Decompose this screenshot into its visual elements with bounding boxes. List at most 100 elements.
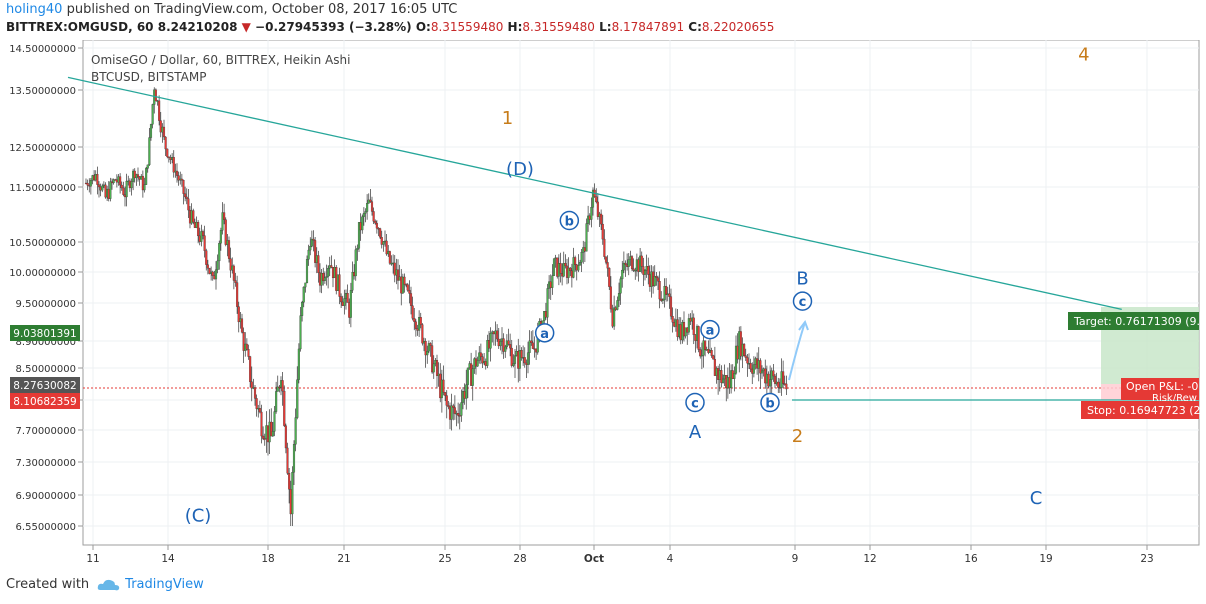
price-tag [10, 377, 80, 393]
candle-body [627, 259, 630, 267]
candle-body [253, 387, 257, 399]
wave-label: b [565, 215, 574, 230]
tradingview-brand[interactable]: TradingView [97, 577, 204, 592]
price-axis[interactable]: 14.50000000 13.50000000 12.50000000 11.5000… [9, 44, 83, 533]
candle-body [528, 340, 531, 353]
wave-label: A [689, 422, 702, 443]
trendline [67, 76, 1122, 310]
author-name[interactable]: holing40 [6, 2, 63, 17]
candle-body [734, 345, 738, 374]
candle-body [504, 346, 507, 352]
candle-body [197, 222, 200, 237]
candle-body [457, 413, 460, 416]
candle-body [567, 267, 570, 278]
candle-body [312, 238, 315, 241]
candle-body [413, 318, 416, 322]
candle-body [512, 363, 515, 366]
candle-body [166, 148, 169, 157]
candle-body [665, 286, 668, 295]
candle-body [551, 275, 554, 288]
candle-body [216, 260, 219, 270]
candle-body [619, 278, 622, 294]
position-tool[interactable]: Target: 0.76171309 (9.20% Open P&L: -0.0… [792, 307, 1206, 419]
candle-body [141, 175, 144, 191]
time-axis[interactable]: 11 14 18 21 25 28 Oct 4 9 12 16 19 23 [83, 544, 1199, 565]
candle-body [661, 299, 664, 301]
target-badge[interactable] [1068, 312, 1199, 330]
candle-body [351, 272, 354, 291]
candle-body [375, 222, 378, 229]
projection-arrow [788, 321, 806, 381]
candle-body [489, 333, 492, 349]
candle-body [704, 340, 707, 351]
y-tick-label: 12.50000000 [9, 143, 76, 154]
price-tag [10, 325, 80, 341]
close-label: C: [688, 20, 702, 34]
candle-body [357, 222, 361, 249]
legend-title: OmiseGO / Dollar, 60, BITTREX, Heikin As… [91, 53, 350, 67]
candle-body [281, 380, 284, 392]
candle-body [699, 349, 702, 357]
candle-body [299, 315, 302, 350]
candle-body [687, 318, 690, 333]
price-tag-label: 8.10682359 [13, 396, 76, 408]
open-label: O: [415, 20, 431, 34]
candle-body [388, 251, 391, 264]
candle-body [502, 338, 505, 352]
x-tick-label: 25 [438, 553, 451, 565]
chart-frame [82, 40, 1200, 546]
created-with-label: Created with [6, 577, 90, 592]
open-value: 8.31559480 [430, 20, 504, 34]
candle-body [182, 179, 185, 194]
candle-body [424, 341, 427, 356]
candle-body [145, 168, 148, 185]
candle-body [119, 176, 122, 186]
candle-body [622, 262, 625, 271]
x-tick-label: 19 [1039, 553, 1052, 565]
candle-body [585, 223, 588, 252]
candle-body [411, 305, 414, 319]
candle-body [164, 136, 167, 150]
candle-body [192, 210, 195, 223]
candle-body [302, 286, 305, 303]
footer: Created with TradingView [6, 577, 204, 592]
candle-body [507, 340, 510, 345]
candle-body [148, 137, 151, 166]
pnl-badge[interactable] [1121, 378, 1199, 400]
stop-badge[interactable] [1081, 401, 1199, 419]
candle-body [431, 345, 434, 373]
candle-body [510, 347, 513, 366]
y-tick-label: 13.50000000 [9, 86, 76, 97]
candle-body [223, 212, 226, 220]
candle-body [569, 267, 572, 271]
candle-body [606, 262, 609, 269]
price-chart[interactable]: Target: 0.76171309 (9.20% Open P&L: -0.0… [0, 40, 1206, 570]
candle-body [255, 398, 258, 409]
candle-body [721, 378, 725, 383]
x-tick-label: 9 [792, 553, 799, 565]
candle-body [609, 286, 612, 310]
candle-body [671, 316, 674, 323]
y-tick-label: 6.55000000 [16, 522, 76, 533]
candle-body [429, 343, 432, 346]
price-tag-label: 8.27630082 [13, 380, 76, 392]
candle-body [175, 170, 179, 176]
candle-body [608, 267, 611, 287]
candle-body [710, 350, 713, 356]
candle-body [712, 355, 715, 360]
candle-body [208, 268, 211, 274]
wave-label: a [706, 324, 715, 339]
candle-body [249, 356, 252, 382]
candle-body [700, 355, 703, 357]
candle-body [669, 296, 673, 317]
candle-body [382, 241, 385, 245]
candle-body [526, 352, 530, 365]
candle-body [354, 249, 357, 277]
candle-body [236, 282, 239, 307]
candle-body [720, 370, 723, 383]
candle-body [250, 381, 253, 389]
candle-body [564, 263, 567, 267]
x-tick-label: 12 [863, 553, 876, 565]
candle-body [184, 193, 187, 198]
trendline-layer[interactable] [67, 76, 1122, 381]
